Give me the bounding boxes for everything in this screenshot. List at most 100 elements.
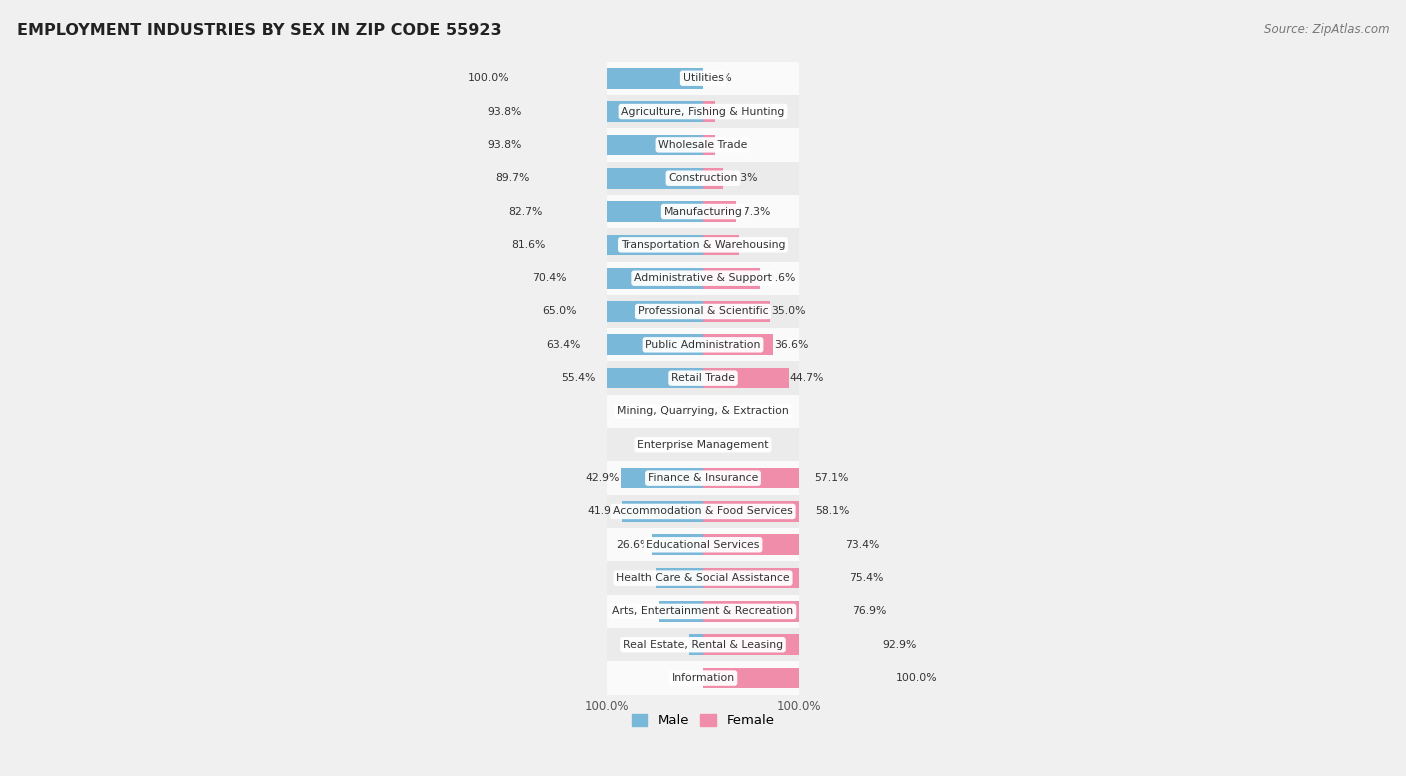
Bar bbox=[607, 95, 799, 128]
Text: Construction: Construction bbox=[668, 173, 738, 183]
Bar bbox=[607, 495, 799, 528]
Text: 0.0%: 0.0% bbox=[675, 673, 702, 683]
Bar bbox=[607, 462, 799, 495]
Bar bbox=[607, 561, 799, 594]
Bar bbox=[607, 195, 799, 228]
Text: 41.9%: 41.9% bbox=[588, 507, 621, 517]
Bar bbox=[546, 234, 703, 255]
Bar bbox=[652, 535, 703, 555]
Text: 6.3%: 6.3% bbox=[716, 140, 744, 150]
Bar bbox=[703, 568, 848, 588]
Text: Educational Services: Educational Services bbox=[647, 540, 759, 549]
Text: 63.4%: 63.4% bbox=[546, 340, 581, 350]
Text: 58.1%: 58.1% bbox=[815, 507, 851, 517]
Text: 0.0%: 0.0% bbox=[704, 407, 731, 417]
Bar bbox=[510, 68, 703, 88]
Bar bbox=[703, 601, 851, 622]
Bar bbox=[523, 101, 703, 122]
Text: 76.9%: 76.9% bbox=[852, 606, 886, 616]
Text: 35.0%: 35.0% bbox=[772, 307, 806, 317]
Bar bbox=[689, 635, 703, 655]
Text: 24.6%: 24.6% bbox=[620, 573, 655, 583]
Text: 81.6%: 81.6% bbox=[510, 240, 546, 250]
Text: 75.4%: 75.4% bbox=[849, 573, 883, 583]
Text: 100.0%: 100.0% bbox=[468, 73, 510, 83]
Text: 44.7%: 44.7% bbox=[790, 373, 824, 383]
Text: EMPLOYMENT INDUSTRIES BY SEX IN ZIP CODE 55923: EMPLOYMENT INDUSTRIES BY SEX IN ZIP CODE… bbox=[17, 23, 502, 38]
Text: 36.6%: 36.6% bbox=[775, 340, 808, 350]
Bar bbox=[607, 428, 799, 462]
Text: 10.3%: 10.3% bbox=[724, 173, 758, 183]
Text: Arts, Entertainment & Recreation: Arts, Entertainment & Recreation bbox=[613, 606, 793, 616]
Text: 65.0%: 65.0% bbox=[543, 307, 576, 317]
Bar bbox=[544, 201, 703, 222]
Text: 89.7%: 89.7% bbox=[495, 173, 530, 183]
Bar bbox=[607, 328, 799, 362]
Bar bbox=[607, 128, 799, 161]
Bar bbox=[703, 168, 723, 189]
Bar bbox=[703, 635, 882, 655]
Legend: Male, Female: Male, Female bbox=[626, 708, 780, 733]
Bar bbox=[703, 301, 770, 322]
Text: 100.0%: 100.0% bbox=[896, 673, 938, 683]
Bar bbox=[703, 468, 813, 488]
Bar bbox=[607, 628, 799, 661]
Bar bbox=[623, 501, 703, 521]
Bar bbox=[703, 134, 716, 155]
Text: 93.8%: 93.8% bbox=[488, 106, 522, 116]
Text: 0.0%: 0.0% bbox=[675, 407, 702, 417]
Text: 18.5%: 18.5% bbox=[740, 240, 773, 250]
Bar bbox=[703, 535, 844, 555]
Text: Utilities: Utilities bbox=[682, 73, 724, 83]
Bar bbox=[703, 334, 773, 355]
Text: Finance & Insurance: Finance & Insurance bbox=[648, 473, 758, 483]
Text: 73.4%: 73.4% bbox=[845, 540, 879, 549]
Bar bbox=[607, 362, 799, 395]
Bar bbox=[607, 295, 799, 328]
Text: Administrative & Support: Administrative & Support bbox=[634, 273, 772, 283]
Text: Professional & Scientific: Professional & Scientific bbox=[638, 307, 768, 317]
Text: 42.9%: 42.9% bbox=[585, 473, 620, 483]
Bar bbox=[607, 661, 799, 695]
Text: 23.1%: 23.1% bbox=[623, 606, 658, 616]
Bar bbox=[523, 134, 703, 155]
Text: Manufacturing: Manufacturing bbox=[664, 206, 742, 217]
Text: Health Care & Social Assistance: Health Care & Social Assistance bbox=[616, 573, 790, 583]
Bar bbox=[703, 368, 789, 389]
Text: 55.4%: 55.4% bbox=[561, 373, 596, 383]
Bar bbox=[581, 334, 703, 355]
Bar bbox=[607, 228, 799, 262]
Bar bbox=[607, 395, 799, 428]
Text: Accommodation & Food Services: Accommodation & Food Services bbox=[613, 507, 793, 517]
Bar bbox=[703, 101, 716, 122]
Text: Transportation & Warehousing: Transportation & Warehousing bbox=[621, 240, 785, 250]
Text: 57.1%: 57.1% bbox=[814, 473, 848, 483]
Bar bbox=[578, 301, 703, 322]
Text: Wholesale Trade: Wholesale Trade bbox=[658, 140, 748, 150]
Text: 92.9%: 92.9% bbox=[883, 639, 917, 650]
Bar bbox=[655, 568, 703, 588]
Text: 0.0%: 0.0% bbox=[704, 440, 731, 450]
Bar bbox=[607, 594, 799, 628]
Text: 7.1%: 7.1% bbox=[661, 639, 689, 650]
Text: 82.7%: 82.7% bbox=[509, 206, 543, 217]
Bar bbox=[703, 268, 759, 289]
Bar bbox=[607, 528, 799, 561]
Bar bbox=[607, 61, 799, 95]
Bar bbox=[596, 368, 703, 389]
Text: 6.3%: 6.3% bbox=[716, 106, 744, 116]
Text: Public Administration: Public Administration bbox=[645, 340, 761, 350]
Bar bbox=[530, 168, 703, 189]
Bar bbox=[703, 501, 814, 521]
Bar bbox=[703, 667, 896, 688]
Bar bbox=[703, 234, 738, 255]
Text: Enterprise Management: Enterprise Management bbox=[637, 440, 769, 450]
Bar bbox=[703, 201, 737, 222]
Text: Mining, Quarrying, & Extraction: Mining, Quarrying, & Extraction bbox=[617, 407, 789, 417]
Bar bbox=[658, 601, 703, 622]
Bar bbox=[607, 161, 799, 195]
Bar bbox=[607, 262, 799, 295]
Text: 93.8%: 93.8% bbox=[488, 140, 522, 150]
Text: 0.0%: 0.0% bbox=[675, 440, 702, 450]
Text: 0.0%: 0.0% bbox=[704, 73, 731, 83]
